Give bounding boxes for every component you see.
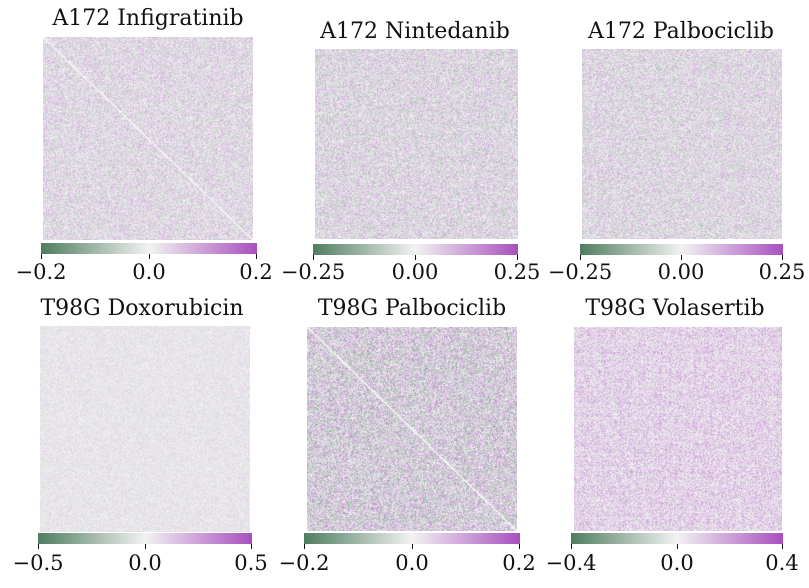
colorbar	[304, 533, 520, 544]
colorbar-tick-label: 0.00	[657, 260, 705, 284]
colorbar-tick	[313, 255, 314, 260]
colorbar-tick-label: 0.2	[502, 551, 536, 575]
colorbar-tick-label: 0.2	[239, 260, 273, 284]
colorbar-tick-label: −0.4	[545, 551, 597, 575]
correlation-heatmap	[315, 49, 518, 239]
colorbar-tick-label: −0.25	[280, 260, 346, 284]
colorbar-tick	[149, 254, 150, 259]
panel-title: T98G Volasertib	[585, 296, 765, 321]
panel-title: T98G Doxorubicin	[40, 296, 244, 321]
colorbar-tick	[251, 544, 252, 549]
correlation-heatmap	[40, 326, 250, 532]
colorbar-tick-label: 0.00	[391, 260, 439, 284]
colorbar-tick-label: −0.2	[278, 551, 330, 575]
colorbar	[580, 244, 783, 255]
colorbar-tick	[256, 254, 257, 259]
colorbar-tick	[580, 255, 581, 260]
colorbar-tick-label: −0.5	[12, 551, 64, 575]
colorbar-tick-label: 0.0	[660, 551, 694, 575]
colorbar	[41, 243, 257, 254]
correlation-heatmap	[43, 37, 253, 240]
colorbar-tick	[415, 255, 416, 260]
colorbar-tick	[681, 255, 682, 260]
colorbar	[38, 533, 252, 544]
colorbar-tick-label: −0.2	[15, 260, 67, 284]
panel-title: A172 Palbociclib	[587, 19, 774, 44]
colorbar	[313, 244, 518, 255]
correlation-heatmap	[307, 327, 517, 531]
colorbar-tick	[41, 254, 42, 259]
colorbar-tick	[412, 544, 413, 549]
panel-title: T98G Palbociclib	[317, 296, 507, 321]
colorbar-tick	[519, 544, 520, 549]
panel-title: A172 Nintedanib	[320, 19, 510, 44]
colorbar-tick-label: 0.4	[765, 551, 799, 575]
colorbar-tick	[782, 544, 783, 549]
colorbar-tick	[782, 255, 783, 260]
colorbar-tick	[145, 544, 146, 549]
colorbar-tick	[38, 544, 39, 549]
colorbar	[571, 533, 783, 544]
colorbar-tick	[304, 544, 305, 549]
colorbar-tick-label: −0.25	[547, 260, 613, 284]
colorbar-tick-label: 0.5	[234, 551, 268, 575]
colorbar-tick-label: 0.25	[758, 260, 806, 284]
colorbar-tick	[517, 255, 518, 260]
correlation-heatmap	[582, 49, 782, 239]
colorbar-tick-label: 0.0	[395, 551, 429, 575]
colorbar-tick	[571, 544, 572, 549]
correlation-heatmap	[574, 327, 782, 531]
colorbar-tick-label: 0.25	[493, 260, 541, 284]
colorbar-tick-label: 0.0	[132, 260, 166, 284]
panel-title: A172 Infigratinib	[52, 6, 244, 31]
colorbar-tick-label: 0.0	[128, 551, 162, 575]
colorbar-tick	[677, 544, 678, 549]
